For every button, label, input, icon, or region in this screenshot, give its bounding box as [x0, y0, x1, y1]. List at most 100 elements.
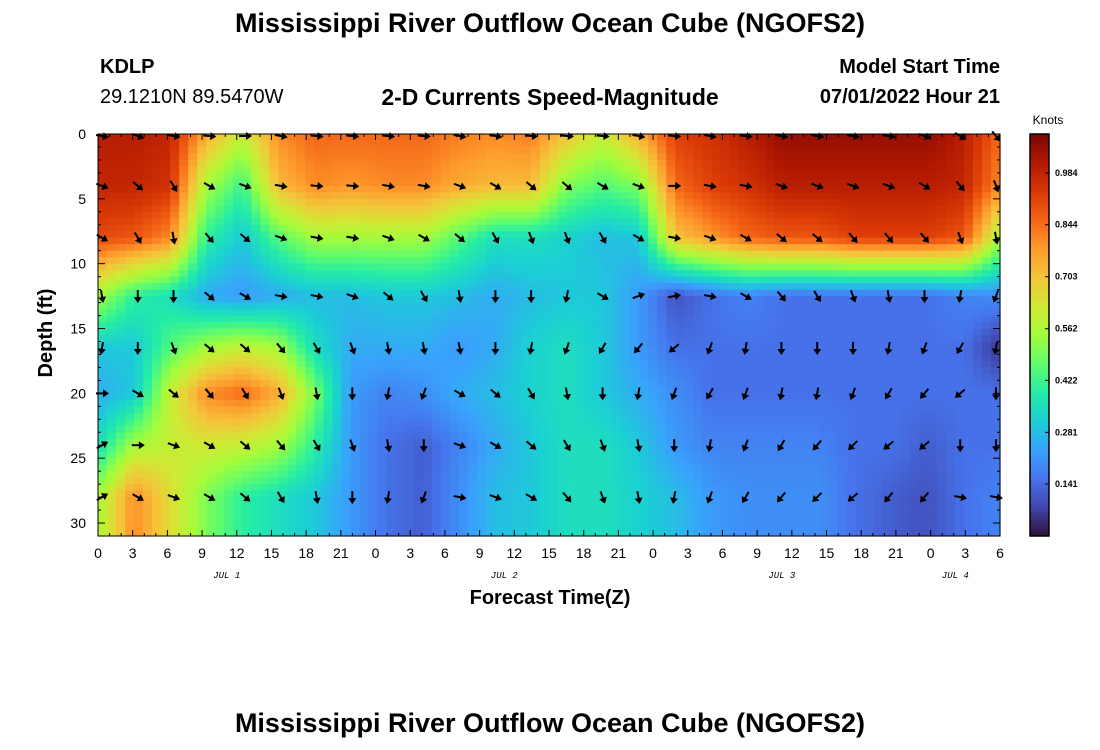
heatmap-cell: [206, 419, 216, 427]
heatmap-cell: [828, 146, 839, 155]
heatmap-cell: [314, 341, 325, 349]
heatmap-cell: [503, 237, 514, 245]
heatmap-cell: [395, 406, 406, 414]
heatmap-cell: [359, 224, 370, 232]
heatmap-cell: [467, 250, 478, 258]
heatmap-cell: [251, 302, 261, 310]
heatmap-cell: [549, 198, 559, 206]
heatmap-cell: [945, 172, 956, 180]
heatmap-cell: [702, 367, 712, 375]
heatmap-cell: [846, 438, 857, 446]
heatmap-cell: [197, 179, 207, 187]
heatmap-cell: [305, 393, 316, 401]
heatmap-cell: [567, 231, 577, 239]
heatmap-cell: [666, 341, 676, 349]
heatmap-cell: [828, 367, 839, 375]
heatmap-cell: [567, 250, 577, 258]
heatmap-cell: [684, 185, 694, 193]
heatmap-cell: [819, 263, 830, 271]
heatmap-cell: [242, 386, 252, 394]
heatmap-cell: [765, 419, 776, 427]
heatmap-cell: [512, 451, 523, 459]
heatmap-cell: [305, 315, 316, 323]
heatmap-cell: [269, 153, 279, 161]
heatmap-cell: [116, 134, 126, 142]
heatmap-cell: [603, 399, 613, 407]
heatmap-cell: [684, 276, 694, 284]
heatmap-cell: [846, 315, 857, 323]
heatmap-cell: [648, 393, 658, 401]
heatmap-cell: [242, 283, 252, 291]
heatmap-cell: [215, 406, 225, 414]
heatmap-cell: [125, 412, 135, 420]
heatmap-cell: [918, 335, 929, 343]
heatmap-cell: [440, 309, 451, 317]
heatmap-cell: [224, 263, 234, 271]
heatmap-cell: [377, 360, 388, 369]
heatmap-cell: [359, 322, 370, 330]
heatmap-cell: [810, 263, 821, 271]
heatmap-cell: [269, 198, 279, 206]
heatmap-cell: [945, 425, 956, 433]
heatmap-cell: [503, 399, 514, 407]
heatmap-cell: [666, 237, 676, 245]
heatmap-cell: [972, 347, 983, 356]
heatmap-cell: [927, 412, 938, 420]
heatmap-cell: [494, 211, 505, 219]
heatmap-cell: [810, 425, 821, 433]
heatmap-cell: [116, 367, 126, 375]
heatmap-cell: [395, 412, 406, 420]
heatmap-cell: [503, 419, 514, 427]
heatmap-cell: [702, 360, 712, 369]
heatmap-cell: [440, 283, 451, 291]
heatmap-cell: [404, 373, 415, 381]
heatmap-cell: [161, 283, 171, 291]
heatmap-cell: [720, 172, 730, 180]
heatmap-cell: [224, 309, 234, 317]
heatmap-cell: [134, 211, 144, 219]
heatmap-cell: [720, 211, 730, 219]
heatmap-cell: [558, 270, 568, 278]
heatmap-cell: [918, 140, 929, 148]
heatmap-cell: [404, 185, 415, 193]
heatmap-cell: [476, 244, 487, 252]
heatmap-cell: [269, 263, 279, 271]
heatmap-cell: [107, 360, 117, 369]
heatmap-cell: [810, 205, 821, 213]
heatmap-cell: [585, 218, 595, 226]
heatmap-cell: [684, 399, 694, 407]
heatmap-cell: [711, 146, 721, 155]
heatmap-cell: [819, 419, 830, 427]
heatmap-cell: [206, 244, 216, 252]
heatmap-cell: [296, 335, 307, 343]
heatmap-cell: [675, 399, 685, 407]
heatmap-cell: [684, 360, 694, 369]
heatmap-cell: [927, 373, 938, 381]
heatmap-cell: [756, 386, 767, 394]
heatmap-cell: [170, 179, 180, 187]
heatmap-cell: [521, 393, 532, 401]
heatmap-cell: [152, 406, 162, 414]
heatmap-cell: [332, 360, 343, 369]
heatmap-cell: [494, 198, 505, 206]
heatmap-cell: [359, 347, 370, 356]
heatmap-cell: [693, 231, 703, 239]
heatmap-cell: [467, 159, 478, 168]
heatmap-cell: [503, 263, 514, 271]
heatmap-cell: [467, 412, 478, 420]
heatmap-cell: [332, 166, 343, 174]
heatmap-cell: [972, 140, 983, 148]
heatmap-cell: [467, 328, 478, 336]
heatmap-cell: [107, 445, 117, 453]
heatmap-cell: [810, 211, 821, 219]
heatmap-cell: [936, 153, 947, 161]
heatmap-cell: [296, 432, 307, 440]
heatmap-cell: [936, 445, 947, 453]
heatmap-cell: [161, 198, 171, 206]
heatmap-cell: [747, 322, 758, 330]
heatmap-cell: [458, 166, 469, 174]
heatmap-cell: [675, 445, 685, 453]
heatmap-cell: [332, 406, 343, 414]
heatmap-cell: [377, 380, 388, 388]
heatmap-cell: [503, 224, 514, 232]
